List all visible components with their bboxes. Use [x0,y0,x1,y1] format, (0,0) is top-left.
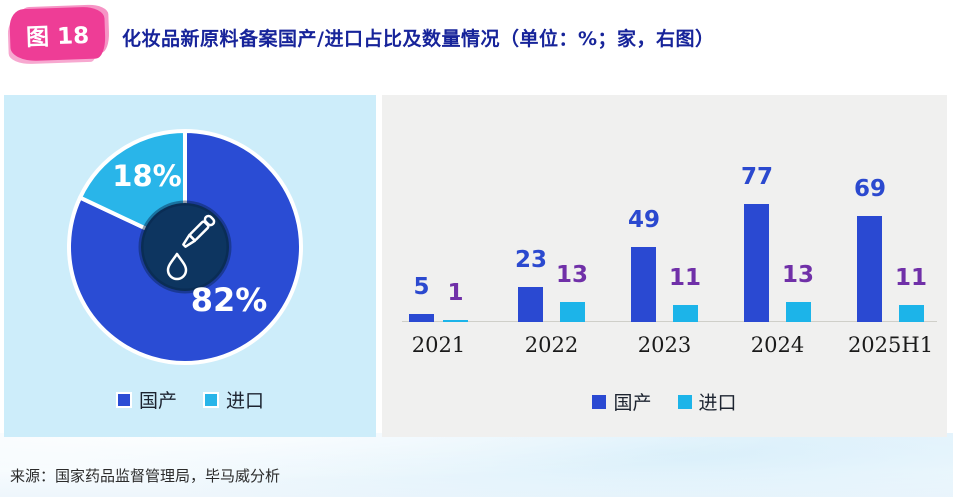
legend-item-进口: 进口 [203,386,264,413]
bar-国产-2023 [631,247,657,322]
legend-label: 国产 [138,390,177,412]
bar-column: 5 [409,276,434,322]
legend-label: 进口 [698,392,737,414]
bar-column: 11 [669,267,701,322]
x-tick-label: 2025H1 [847,333,934,357]
bar-国产-2025H1 [857,216,883,322]
bar-value-label: 13 [782,262,815,288]
pie-legend: 国产 进口 [4,386,376,413]
bar-value-label: 69 [853,176,886,202]
bar-column: 13 [556,264,588,322]
bar-group-2024: 77 13 [721,95,834,322]
bar-国产-2021 [409,314,434,322]
bar-column: 1 [443,282,468,322]
bar-value-label: 77 [740,164,773,190]
legend-swatch [677,394,692,409]
bar-column: 11 [895,267,927,322]
legend-swatch [592,394,607,409]
bar-column: 13 [782,264,814,322]
bar-group-2025H1: 69 11 [834,95,947,322]
bar-column: 69 [854,178,886,322]
pie-slice-label-domestic: 82% [190,281,268,319]
bar-column: 49 [628,209,660,322]
figure-badge-label: 图 18 [25,22,90,52]
pie-chart [67,129,303,365]
bar-column: 77 [741,166,773,322]
x-tick-label: 2024 [750,333,805,357]
pie-slice-label-import: 18% [112,159,182,193]
x-axis-labels: 2021 2022 2023 2024 2025H1 [382,333,947,357]
bar-legend: 国产 进口 [382,388,947,415]
legend-item-国产: 国产 [115,386,177,413]
legend-item-国产: 国产 [592,388,652,415]
bar-value-label: 11 [895,265,928,291]
x-tick-label: 2021 [411,333,466,357]
decorative-wave [0,433,953,497]
bar-进口-2023 [672,305,698,322]
bar-进口-2025H1 [898,305,924,322]
legend-swatch [203,391,219,408]
bars-area: 5 1 23 13 49 11 77 13 69 11 [382,95,947,322]
bar-value-label: 13 [556,262,589,288]
bar-进口-2022 [559,302,585,322]
x-axis-line [402,321,937,322]
bar-国产-2024 [744,204,770,322]
page-title: 化妆品新原料备案国产/进口占比及数量情况（单位：%；家，右图） [122,28,715,50]
bar-value-label: 49 [627,207,660,233]
dropper-icon [166,214,216,281]
bar-value-label: 5 [413,274,430,300]
bar-value-label: 11 [669,265,702,291]
figure-badge: 图 18 [9,6,106,61]
bar-国产-2022 [518,287,544,322]
x-tick-label: 2022 [524,333,579,357]
legend-item-进口: 进口 [677,388,737,415]
legend-label: 进口 [226,390,265,412]
source-line: 来源：国家药品监督管理局，毕马威分析 [10,467,281,485]
bar-group-2023: 49 11 [608,95,721,322]
bar-value-label: 23 [514,247,547,273]
bar-value-label: 1 [447,280,464,306]
bar-进口-2024 [785,302,811,322]
pie-panel: 18% 82% 国产 进口 [4,95,376,437]
bar-group-2022: 23 13 [495,95,608,322]
bar-进口-2021 [443,320,468,322]
bar-column: 23 [515,249,547,322]
legend-label: 国产 [613,392,652,414]
bar-panel: 5 1 23 13 49 11 77 13 69 11 2021 2022 2023 2024 2025H… [382,95,947,437]
x-tick-label: 2023 [637,333,692,357]
legend-swatch [115,391,132,408]
